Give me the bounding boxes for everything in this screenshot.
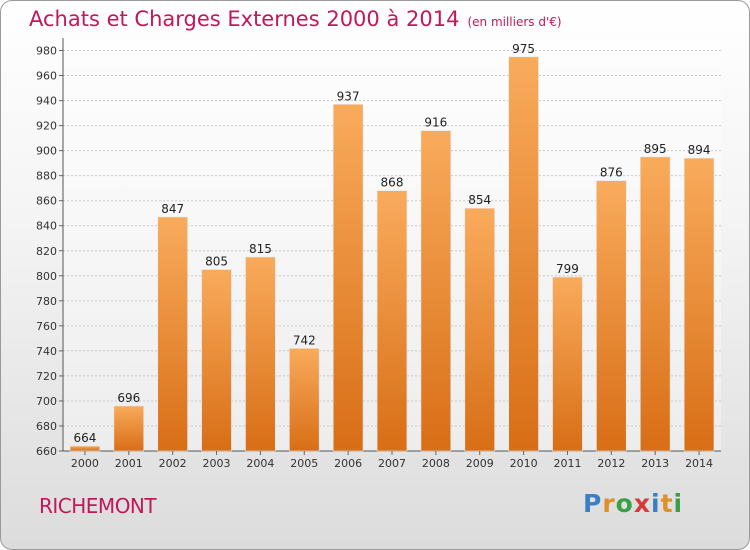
x-tick-label: 2009 — [466, 457, 494, 470]
y-tick-label: 940 — [36, 95, 57, 108]
y-tick-label: 780 — [36, 295, 57, 308]
x-tick-label: 2004 — [246, 457, 274, 470]
chart-title-text: Achats et Charges Externes 2000 à 2014 — [29, 7, 460, 31]
x-tick-label: 2006 — [334, 457, 362, 470]
bar — [113, 405, 145, 452]
y-tick-label: 700 — [36, 395, 57, 408]
y-tick-label: 660 — [36, 445, 57, 458]
x-tick-label: 2005 — [290, 457, 318, 470]
data-label: 742 — [293, 333, 316, 347]
x-tick-label: 2010 — [510, 457, 538, 470]
data-label: 664 — [73, 431, 96, 445]
y-tick-label: 800 — [36, 270, 57, 283]
data-label: 854 — [468, 193, 491, 207]
x-tick-label: 2008 — [422, 457, 450, 470]
bar — [201, 269, 232, 452]
y-tick-label: 680 — [36, 420, 57, 433]
data-label: 799 — [556, 262, 579, 276]
x-tick-label: 2011 — [553, 457, 581, 470]
chart-unit: (en milliers d'€) — [467, 15, 562, 29]
bar — [464, 207, 495, 452]
x-tick-label: 2012 — [597, 457, 625, 470]
x-tick-label: 2003 — [203, 457, 231, 470]
bar — [69, 445, 101, 452]
x-tick-label: 2002 — [159, 457, 187, 470]
data-label: 895 — [644, 142, 667, 156]
x-tick-label: 2000 — [71, 457, 99, 470]
data-label: 815 — [249, 242, 272, 256]
y-tick-label: 740 — [36, 345, 57, 358]
bar — [683, 157, 715, 452]
data-label: 847 — [161, 202, 184, 216]
y-tick-label: 820 — [36, 245, 57, 258]
y-tick-label: 860 — [36, 195, 57, 208]
bar — [332, 104, 364, 452]
data-label: 975 — [512, 42, 535, 56]
bar — [420, 130, 452, 452]
data-label: 696 — [117, 391, 140, 405]
bar — [376, 190, 408, 452]
y-tick-label: 920 — [36, 120, 57, 133]
data-label: 916 — [424, 116, 447, 130]
bar — [245, 256, 276, 452]
bar — [289, 348, 320, 452]
x-tick-label: 2014 — [685, 457, 713, 470]
y-tick-label: 880 — [36, 170, 57, 183]
x-tick-label: 2001 — [115, 457, 143, 470]
bar — [596, 180, 627, 452]
bar — [508, 56, 539, 452]
y-tick-label: 900 — [36, 145, 57, 158]
data-label: 876 — [600, 166, 623, 180]
proxiti-logo: Proxiti — [583, 489, 684, 518]
data-label: 805 — [205, 255, 228, 269]
y-tick-label: 760 — [36, 320, 57, 333]
bar — [639, 156, 671, 452]
y-tick-label: 720 — [36, 370, 57, 383]
bar — [552, 276, 583, 452]
data-label: 868 — [381, 176, 404, 190]
x-tick-label: 2013 — [641, 457, 669, 470]
y-tick-label: 960 — [36, 70, 57, 83]
bar — [157, 216, 188, 452]
x-tick-label: 2007 — [378, 457, 406, 470]
place-name: RICHEMONT — [39, 494, 157, 518]
data-label: 937 — [337, 89, 360, 103]
y-tick-label: 840 — [36, 220, 57, 233]
data-label: 894 — [688, 143, 711, 157]
y-tick-label: 980 — [36, 45, 57, 58]
chart-title: Achats et Charges Externes 2000 à 2014 (e… — [29, 7, 562, 31]
